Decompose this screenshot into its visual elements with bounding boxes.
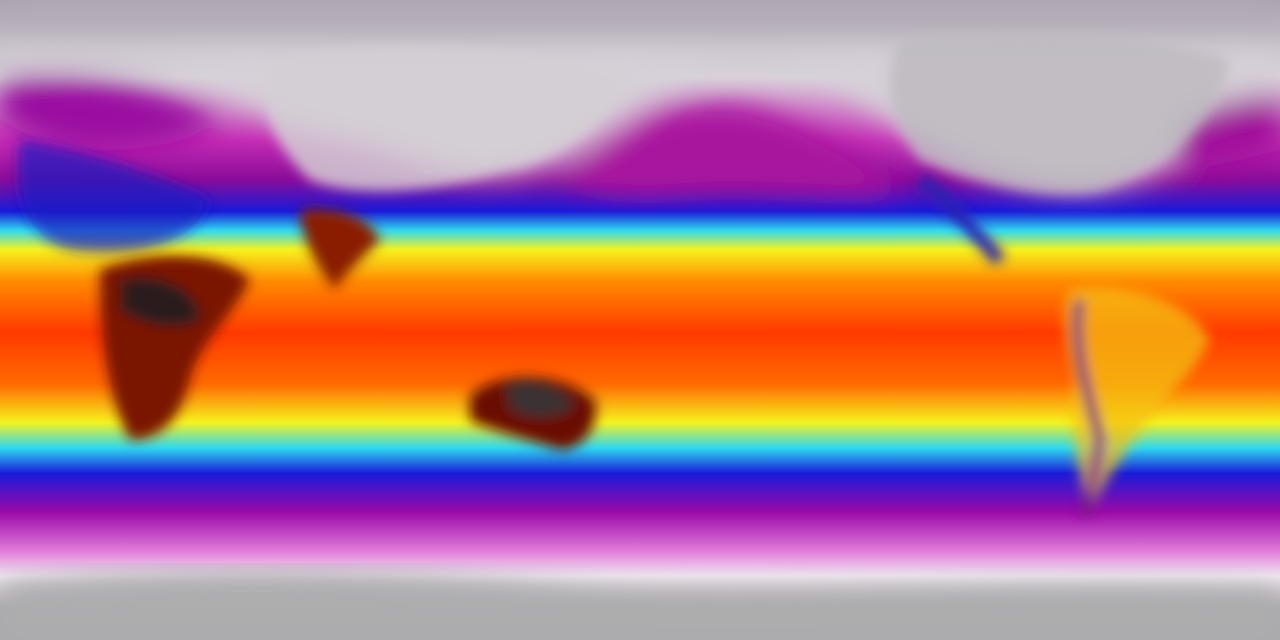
andes bbox=[1072, 298, 1106, 517]
asia-cold bbox=[267, 48, 620, 191]
north-america-west bbox=[915, 174, 1005, 265]
europe-land bbox=[17, 140, 210, 253]
india bbox=[300, 208, 380, 290]
sahara bbox=[120, 277, 200, 327]
northern-land bbox=[17, 34, 1230, 253]
australia-core bbox=[505, 381, 575, 417]
antarctic-overlay bbox=[0, 570, 1280, 640]
north-america-cold bbox=[889, 34, 1230, 193]
hot-land bbox=[100, 174, 1210, 517]
